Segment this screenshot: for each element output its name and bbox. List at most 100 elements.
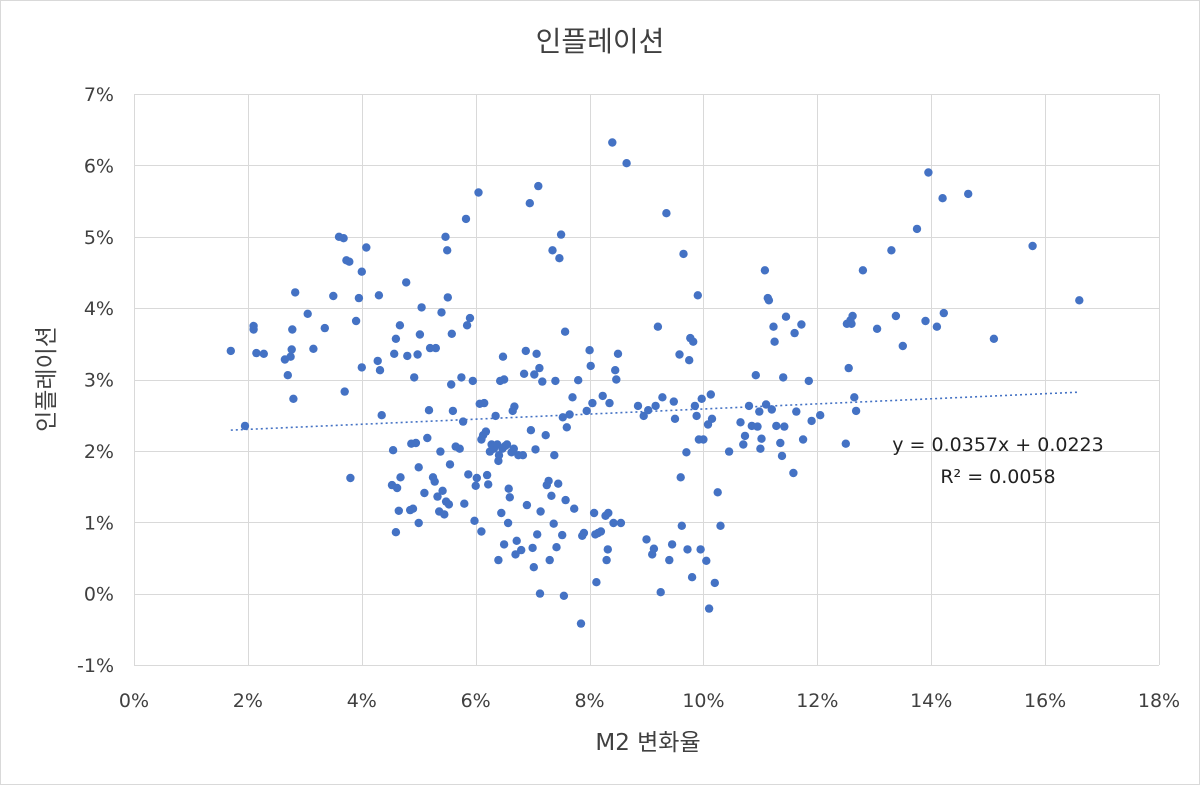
data-point [924, 168, 933, 177]
data-point [653, 322, 663, 331]
data-point [850, 393, 859, 402]
data-point [443, 293, 452, 302]
data-point [706, 390, 715, 399]
data-point [751, 371, 760, 380]
data-point [736, 418, 745, 427]
data-point [375, 366, 385, 375]
data-point [289, 394, 298, 403]
data-point [769, 322, 778, 331]
data-point [798, 435, 808, 444]
data-point [689, 337, 698, 346]
data-point [391, 334, 401, 343]
data-point [414, 463, 423, 472]
data-point [609, 518, 618, 528]
data-point [844, 363, 853, 373]
data-point [529, 563, 538, 572]
y-tick-label: 3% [84, 370, 114, 392]
data-point [551, 376, 560, 386]
y-axis-tick-labels: -1% 0% 1% 2% 3% 4% 5% 6% 7% [77, 84, 114, 677]
data-point [622, 159, 631, 168]
data-point [498, 352, 508, 361]
data-point [756, 444, 765, 453]
data-point [499, 375, 509, 384]
data-point [764, 296, 774, 305]
x-tick-label: 4% [347, 690, 377, 712]
data-point [598, 391, 607, 401]
data-point [545, 555, 554, 565]
data-point [445, 460, 455, 469]
data-point [603, 545, 612, 554]
data-point [547, 491, 556, 500]
data-point [461, 214, 471, 224]
chart-title: 인플레이션 [536, 25, 665, 58]
data-point [362, 243, 371, 252]
data-point [682, 448, 691, 457]
data-point [554, 479, 563, 488]
data-point [679, 249, 688, 259]
data-point [989, 334, 999, 343]
data-point [792, 407, 801, 416]
data-point [443, 246, 452, 255]
data-point [457, 373, 466, 382]
data-point [471, 481, 480, 490]
data-point [541, 431, 550, 440]
data-point [574, 376, 583, 385]
data-point [692, 411, 701, 421]
data-point [388, 446, 398, 455]
data-point [613, 349, 623, 358]
data-point [441, 232, 450, 241]
data-point [760, 266, 770, 275]
data-point [286, 352, 295, 361]
data-point [395, 321, 405, 330]
data-point [912, 224, 922, 234]
data-point [503, 518, 513, 528]
data-point [797, 320, 806, 329]
data-point [460, 499, 469, 508]
data-point [430, 477, 439, 486]
data-point [484, 480, 493, 489]
data-point [789, 468, 798, 478]
data-point [552, 543, 561, 552]
data-point [502, 440, 512, 449]
trendline-r-squared: R² = 0.0058 [940, 466, 1055, 488]
data-point [898, 341, 907, 351]
data-point [841, 439, 850, 448]
data-point [716, 521, 725, 530]
data-point [697, 394, 706, 403]
data-point [447, 329, 456, 338]
data-point [544, 476, 553, 486]
data-point [561, 495, 570, 505]
x-axis-title: M2 변화율 [595, 730, 700, 756]
data-point [480, 398, 489, 408]
data-point [535, 363, 544, 373]
data-point [807, 416, 816, 426]
data-point [291, 288, 300, 297]
data-point [639, 411, 648, 421]
data-point [477, 527, 486, 536]
data-point [410, 373, 419, 382]
data-point [753, 422, 762, 431]
data-point [482, 470, 492, 480]
y-tick-label: 0% [84, 584, 114, 606]
data-point [939, 308, 948, 318]
data-point [690, 401, 700, 411]
data-point [283, 371, 292, 380]
data-point [558, 530, 567, 540]
data-point [414, 518, 423, 528]
data-point [921, 316, 930, 326]
data-point [444, 500, 454, 509]
data-point [470, 516, 479, 525]
x-axis-tick-labels: 0% 2% 4% 6% 8% 10% 12% 14% 16% 18% [119, 690, 1180, 712]
data-point [455, 444, 464, 453]
data-point [357, 267, 366, 276]
data-point [676, 473, 685, 482]
x-tick-label: 18% [1138, 690, 1180, 712]
data-point [777, 451, 787, 461]
y-axis-title: 인플레이션 [34, 326, 60, 432]
data-point [309, 344, 318, 353]
trendline [230, 391, 1080, 431]
data-point [240, 421, 250, 431]
data-point [320, 323, 329, 333]
data-point [644, 406, 653, 415]
data-point [596, 527, 606, 536]
